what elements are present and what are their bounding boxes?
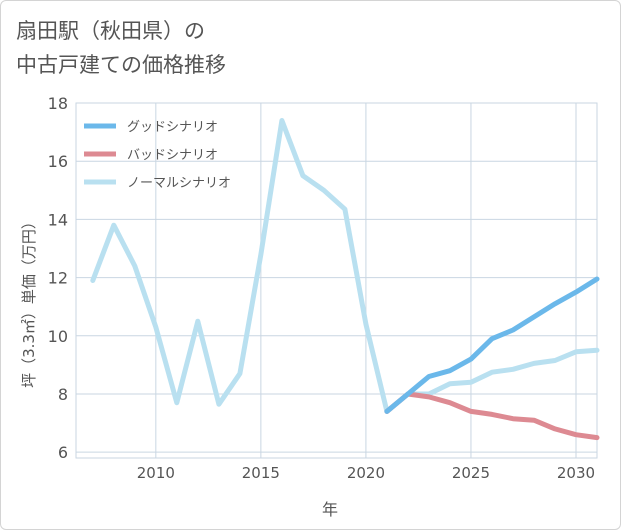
series-line-2 [90, 118, 600, 414]
y-tick-label: 6 [58, 443, 68, 462]
y-tick-label: 8 [58, 385, 68, 404]
x-tick-label: 2025 [452, 464, 490, 482]
chart-title: 扇田駅（秋田県）の 中古戸建ての価格推移 [16, 14, 226, 82]
x-axis-label: 年 [322, 500, 338, 519]
series-line-1 [384, 391, 600, 441]
chart-title-line-1: 扇田駅（秋田県）の [16, 19, 205, 43]
chart-title-line-2: 中古戸建ての価格推移 [16, 53, 226, 77]
legend-label-2: ノーマルシナリオ [127, 176, 231, 191]
grid [75, 102, 598, 459]
y-tick-label: 10 [48, 327, 68, 346]
x-tick-label: 2015 [242, 464, 280, 482]
y-tick-label: 18 [48, 94, 68, 113]
series-lines [90, 118, 600, 441]
y-tick-label: 14 [48, 210, 68, 229]
y-tick-label: 12 [48, 269, 68, 288]
x-tick-label: 2010 [137, 464, 175, 482]
legend-label-1: バッドシナリオ [127, 148, 218, 163]
y-axis-label: 坪（3.3㎡）単価（万円） [20, 214, 38, 388]
axes: 6 8 10 12 14 16 18 2010 2015 2020 2025 2030 [48, 94, 595, 482]
legend-label-0: グッドシナリオ [127, 120, 218, 135]
x-tick-label: 2030 [557, 464, 595, 482]
y-tick-label: 16 [48, 152, 68, 171]
series-line-0 [384, 276, 600, 414]
x-tick-label: 2020 [347, 464, 385, 482]
